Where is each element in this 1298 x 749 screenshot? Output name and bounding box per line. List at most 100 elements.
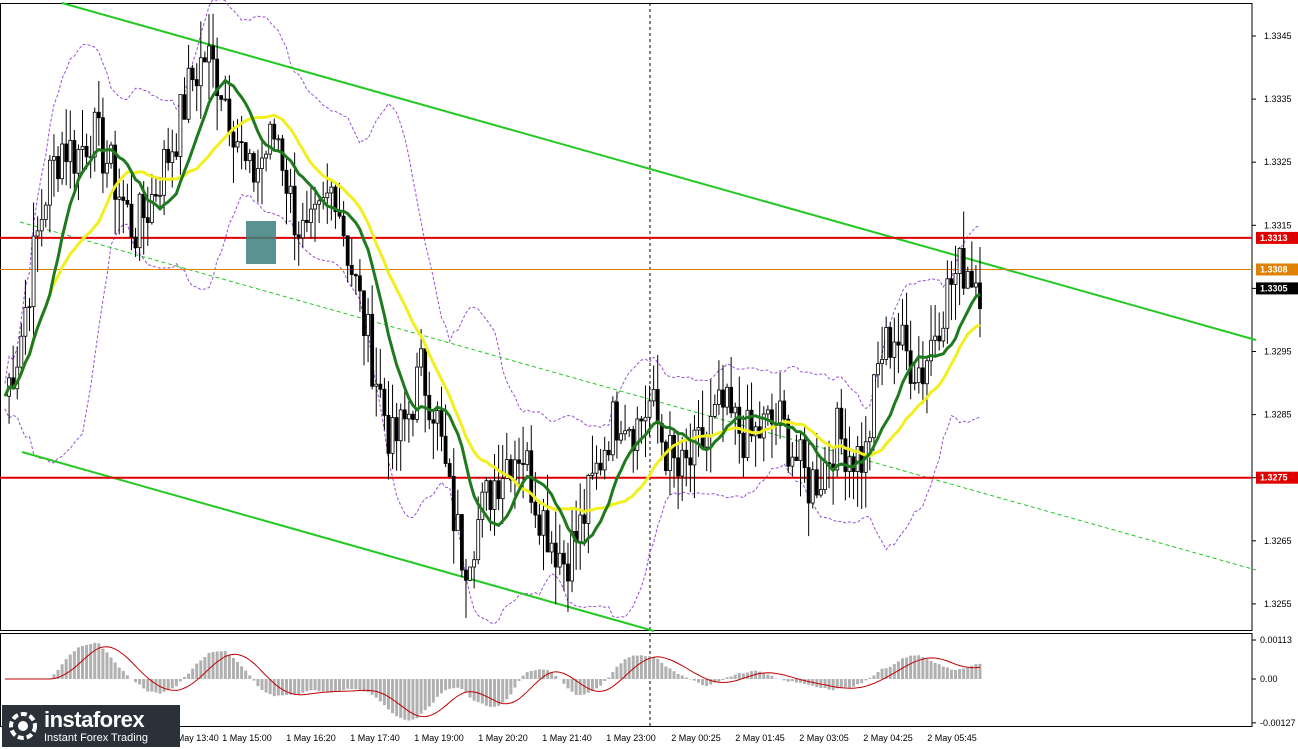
y-tick-label: 1.3255 — [1264, 599, 1292, 609]
candle-body — [651, 389, 656, 402]
candle-body — [717, 389, 721, 405]
x-tick-label: 2 May 05:45 — [927, 733, 977, 743]
candle-body — [500, 478, 505, 500]
candle-body — [300, 219, 305, 239]
candle-body — [43, 204, 48, 220]
price-axis: 1.3345 1.3335 1.3325 1.3315 1.3305 1.3295 1.32… — [1252, 31, 1298, 609]
osc-tick-label: 0.00113 — [1260, 635, 1292, 645]
candle-body — [247, 153, 252, 162]
candle-body — [202, 57, 207, 63]
candle-body — [166, 148, 171, 163]
candle-body — [415, 366, 419, 420]
candle-body — [468, 566, 472, 581]
candle-body — [186, 67, 191, 120]
candle-body — [655, 389, 660, 424]
candle-body — [557, 552, 562, 568]
candle-body — [615, 401, 619, 441]
price-levels — [0, 236, 1252, 479]
candle-body — [141, 193, 146, 219]
candle-body — [823, 462, 827, 491]
candle-body — [566, 563, 570, 582]
candle-body — [358, 275, 362, 292]
candle-body — [892, 341, 897, 358]
candle-body — [52, 156, 56, 161]
candle-body — [912, 382, 917, 384]
trend-channel — [19, 2, 1257, 632]
candle-body — [884, 327, 889, 360]
candle-body — [725, 386, 729, 408]
candle-body — [464, 569, 468, 581]
y-tick-label: 1.3345 — [1264, 31, 1292, 41]
candle-body — [484, 480, 489, 493]
candle-body — [313, 203, 317, 210]
price-marker-label: 1.3313 — [1260, 233, 1288, 243]
band-lower — [4, 193, 981, 625]
candle-body — [872, 374, 876, 439]
candle-body — [423, 348, 428, 396]
candle-body — [476, 519, 481, 561]
candle-body — [508, 459, 513, 481]
candle-body — [460, 514, 464, 571]
candle-body — [733, 406, 738, 414]
candle-body — [798, 439, 803, 461]
candle-body — [590, 472, 595, 476]
candle-body — [741, 432, 746, 459]
candle-body — [647, 400, 652, 418]
moving-averages — [3, 78, 981, 545]
candle-body — [708, 416, 713, 436]
candle-body — [349, 265, 354, 275]
candle-body — [76, 148, 81, 174]
candle-body — [504, 459, 509, 479]
osc-tick-label: -0.00127 — [1260, 718, 1296, 728]
x-tick-label: 1 May 17:40 — [350, 733, 400, 743]
candle-body — [325, 192, 330, 199]
candle-body — [427, 394, 432, 421]
candle-body — [916, 367, 921, 383]
candle-body — [880, 359, 884, 364]
candle-body — [80, 145, 85, 150]
candle-body — [835, 407, 840, 471]
candle-body — [223, 98, 228, 101]
trend-mid-line — [19, 221, 1257, 571]
candle-body — [370, 313, 375, 387]
candle-body — [113, 144, 118, 200]
time-axis: 1 May 13:40 1 May 15:00 1 May 16:20 1 May 1… — [169, 733, 977, 743]
candle-body — [101, 117, 105, 174]
candle-body — [663, 441, 668, 472]
candle-body — [876, 363, 880, 376]
candle-body — [745, 409, 750, 459]
candle-body — [329, 186, 334, 194]
candle-body — [553, 542, 558, 568]
candle-body — [215, 58, 220, 97]
candle-body — [782, 400, 787, 420]
candle-body — [170, 151, 175, 163]
x-tick-label: 1 May 21:40 — [542, 733, 592, 743]
candle-body — [174, 151, 179, 157]
candle-body — [443, 435, 448, 464]
grid — [0, 3, 1253, 727]
trend-lower-line — [21, 451, 655, 632]
y-tick-label: 1.3335 — [1264, 94, 1292, 104]
candle-body — [937, 335, 942, 342]
candle-body — [839, 407, 844, 440]
candle-body — [296, 234, 301, 239]
candle-body — [268, 123, 273, 155]
candle-body — [941, 327, 946, 342]
candle-body — [125, 199, 130, 205]
candle-body — [680, 449, 685, 477]
logo-name: instaforex — [44, 706, 145, 732]
candle-body — [521, 462, 525, 465]
candle-body — [582, 514, 587, 524]
candle-body — [949, 278, 954, 285]
candle-body — [900, 324, 905, 346]
candle-body — [729, 386, 734, 414]
x-tick-label: 2 May 01:45 — [735, 733, 785, 743]
price-marker — [1256, 263, 1298, 276]
signal-box — [246, 221, 276, 264]
x-tick-label: 1 May 16:20 — [286, 733, 336, 743]
candle-body — [688, 457, 693, 466]
candle-body — [737, 406, 742, 434]
candle-body — [386, 415, 391, 454]
candle-body — [411, 413, 415, 420]
